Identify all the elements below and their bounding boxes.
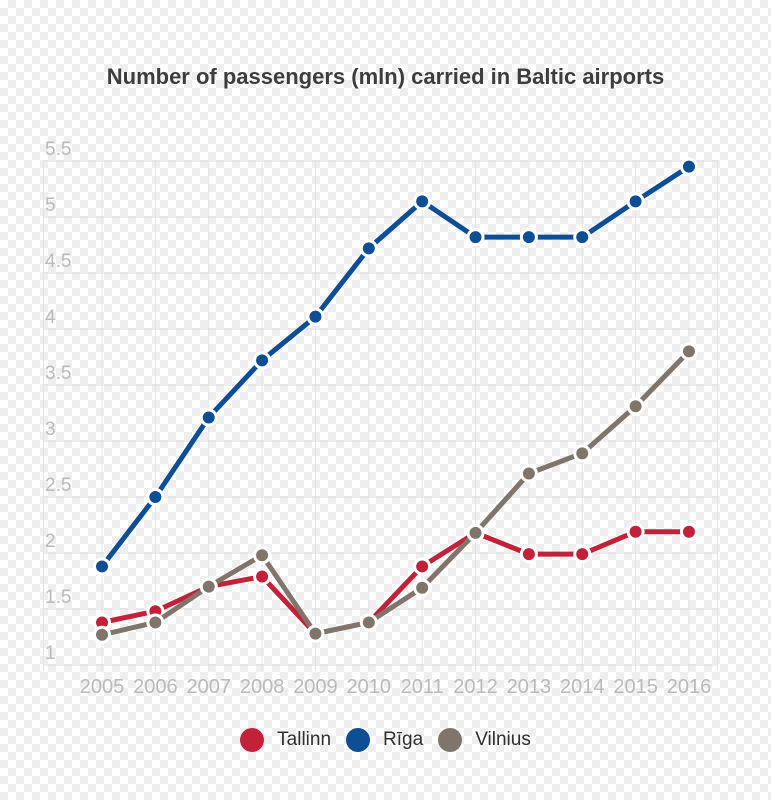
data-point: [199, 577, 218, 596]
legend-label: Tallinn: [277, 729, 332, 750]
legend-marker-circle: [346, 728, 371, 752]
x-axis-label: 2015: [613, 676, 658, 698]
data-point: [679, 342, 698, 361]
data-point: [413, 578, 432, 597]
data-point: [93, 625, 111, 644]
data-point: [413, 192, 432, 211]
y-axis-label: 3.5: [45, 363, 71, 384]
x-axis-label: 2011: [401, 676, 444, 698]
data-point: [626, 522, 645, 541]
data-point: [413, 557, 432, 576]
legend-label: Rīga: [383, 729, 424, 750]
data-point: [573, 444, 592, 463]
y-axis-label: 4: [45, 307, 56, 328]
data-point: [253, 351, 272, 370]
data-point: [466, 523, 485, 542]
series-line: [99, 164, 692, 569]
x-axis-label: 2007: [186, 676, 231, 698]
series-riga: [93, 157, 698, 576]
legend-marker-circle: [240, 728, 265, 752]
data-point: [199, 408, 218, 427]
data-point: [519, 228, 538, 247]
series-vilnius: [93, 342, 698, 644]
x-axis-label: 2010: [347, 676, 392, 698]
legend-item-riga[interactable]: Rīga: [346, 728, 423, 752]
data-point: [93, 557, 111, 576]
x-axis-label: 2009: [293, 676, 338, 698]
data-point: [573, 228, 592, 247]
legend-item-tallinn[interactable]: Tallinn: [240, 728, 331, 752]
x-axis-label: 2014: [560, 676, 605, 698]
chart-legend: Tallinn Rīga Vilnius: [0, 728, 771, 752]
y-axis-label: 1: [45, 643, 56, 664]
series-tallinn: [93, 522, 698, 643]
x-axis-label: 2006: [133, 676, 178, 698]
data-point: [679, 522, 698, 541]
y-axis-label: 2.5: [45, 475, 71, 496]
data-point: [519, 545, 538, 564]
data-point: [679, 157, 698, 176]
x-axis-label: 2013: [507, 676, 552, 698]
data-point: [626, 192, 645, 211]
legend-item-vilnius[interactable]: Vilnius: [438, 728, 531, 752]
x-axis-label: 2012: [453, 676, 498, 698]
y-axis-label: 5.5: [45, 139, 71, 160]
data-point: [146, 488, 165, 506]
data-point: [573, 545, 592, 564]
data-point: [519, 464, 538, 483]
legend-marker-circle: [438, 728, 463, 752]
y-axis-label: 5: [45, 195, 56, 216]
series-line: [99, 529, 692, 637]
y-axis-label: 2: [45, 531, 56, 552]
data-point: [359, 239, 378, 258]
x-axis-label: 2016: [667, 676, 712, 698]
data-point: [626, 397, 645, 416]
data-point: [253, 546, 272, 565]
series-line: [99, 348, 692, 638]
data-point: [466, 228, 485, 247]
x-axis-label: 2005: [80, 676, 125, 698]
data-point: [306, 624, 325, 643]
y-axis-label: 1.5: [45, 587, 71, 608]
chart-title: Number of passengers (mln) carried in Ba…: [106, 64, 665, 89]
data-point: [253, 567, 272, 586]
legend-label: Vilnius: [475, 729, 531, 750]
data-point: [146, 613, 165, 632]
y-axis-label: 4.5: [45, 251, 71, 272]
x-axis-label: 2008: [240, 676, 285, 698]
data-point: [359, 613, 378, 632]
data-point: [306, 307, 325, 326]
y-axis-label: 3: [45, 419, 56, 440]
